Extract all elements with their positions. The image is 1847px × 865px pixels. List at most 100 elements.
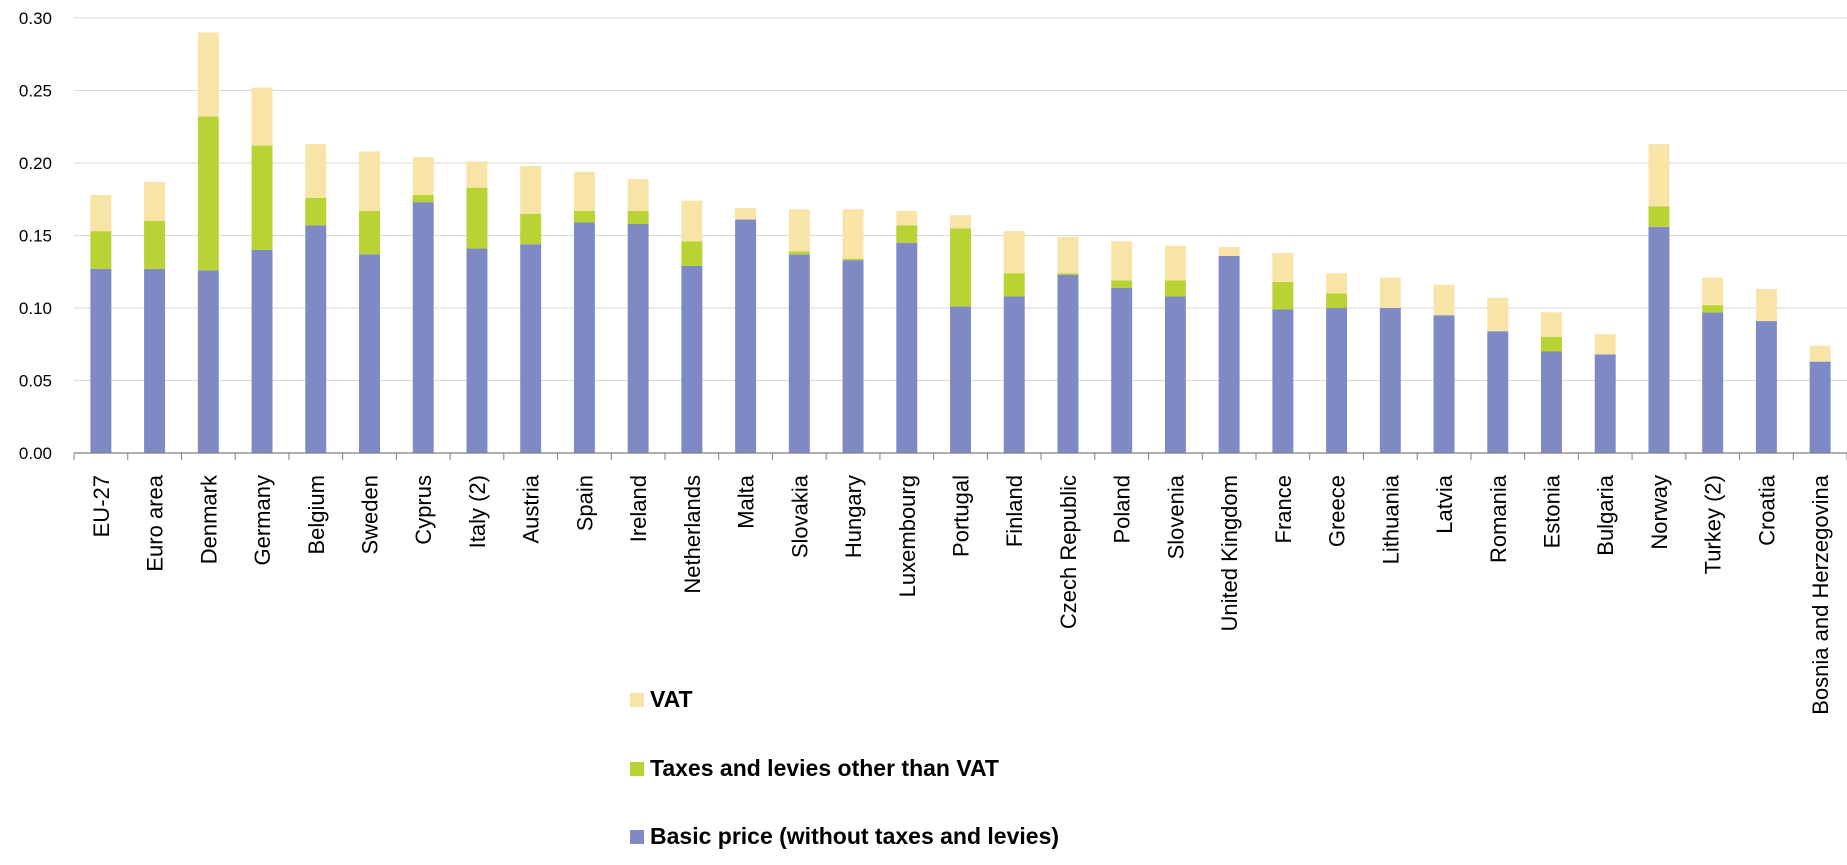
bar-taxes-and-levies-other-than-vat: [1003, 273, 1025, 297]
bar-taxes-and-levies-other-than-vat: [305, 197, 327, 226]
bar-basic-price-without-taxes-and-levies: [520, 244, 542, 453]
bar-taxes-and-levies-other-than-vat: [1648, 206, 1670, 227]
bar-basic-price-without-taxes-and-levies: [1648, 226, 1670, 453]
bar-basic-price-without-taxes-and-levies: [842, 260, 864, 453]
legend-swatch-other-taxes: [630, 761, 644, 776]
x-category-label: Denmark: [196, 474, 221, 564]
bar-basic-price-without-taxes-and-levies: [1164, 296, 1186, 453]
bar-vat: [466, 161, 488, 188]
bar-basic-price-without-taxes-and-levies: [896, 242, 918, 453]
bar-taxes-and-levies-other-than-vat: [1057, 273, 1079, 275]
x-category-label: Lithuania: [1378, 474, 1403, 564]
bar-basic-price-without-taxes-and-levies: [1326, 308, 1348, 453]
bar-basic-price-without-taxes-and-levies: [788, 254, 810, 453]
bar-taxes-and-levies-other-than-vat: [681, 241, 703, 266]
bar-vat: [1755, 289, 1777, 322]
bar-taxes-and-levies-other-than-vat: [144, 221, 166, 269]
bar-basic-price-without-taxes-and-levies: [735, 219, 757, 453]
x-category-label: Greece: [1325, 475, 1350, 547]
bar-vat: [412, 157, 434, 195]
y-tick-label: 0.05: [19, 372, 52, 391]
x-category-label: Spain: [572, 475, 597, 531]
x-category-label: Netherlands: [680, 475, 705, 594]
x-category-label: France: [1271, 475, 1296, 543]
y-tick-label: 0.15: [19, 227, 52, 246]
x-category-label: Luxembourg: [895, 475, 920, 597]
bar-basic-price-without-taxes-and-levies: [1541, 351, 1562, 453]
bar-vat: [90, 194, 112, 232]
x-category-label: United Kingdom: [1217, 475, 1242, 632]
y-tick-label: 0.20: [19, 154, 52, 173]
bar-vat: [950, 215, 971, 229]
y-tick-label: 0.30: [19, 9, 52, 28]
legend-swatch-basic-price: [630, 829, 644, 844]
y-tick-label: 0.00: [19, 444, 52, 463]
bar-basic-price-without-taxes-and-levies: [1003, 296, 1025, 453]
bar-vat: [1218, 247, 1240, 256]
bar-basic-price-without-taxes-and-levies: [1433, 315, 1455, 453]
legend-label-vat: VAT: [650, 686, 693, 712]
bar-taxes-and-levies-other-than-vat: [950, 228, 971, 307]
bar-vat: [627, 178, 649, 211]
x-category-label: EU-27: [89, 475, 114, 537]
x-category-label: Portugal: [949, 475, 974, 557]
bar-taxes-and-levies-other-than-vat: [1541, 337, 1562, 352]
bar-taxes-and-levies-other-than-vat: [1272, 281, 1294, 310]
bar-vat: [1003, 231, 1025, 274]
legend-label-basic-price: Basic price (without taxes and levies): [650, 823, 1060, 849]
bar-vat: [1111, 241, 1133, 281]
x-category-label: Poland: [1110, 475, 1135, 544]
bar-vat: [788, 209, 810, 252]
bar-vat: [520, 165, 542, 214]
bar-vat: [573, 171, 595, 211]
bar-taxes-and-levies-other-than-vat: [359, 210, 380, 255]
bar-vat: [1272, 252, 1294, 282]
x-category-label: Norway: [1647, 475, 1672, 550]
legend-item-other-taxes: Taxes and levies other than VAT: [630, 755, 999, 782]
bar-vat: [1326, 273, 1348, 294]
x-category-label: Bosnia and Herzegovina: [1808, 474, 1833, 714]
x-category-label: Finland: [1002, 475, 1027, 547]
bar-taxes-and-levies-other-than-vat: [1326, 293, 1348, 308]
bar-taxes-and-levies-other-than-vat: [842, 258, 864, 261]
bar-taxes-and-levies-other-than-vat: [627, 210, 649, 224]
y-tick-label: 0.25: [19, 82, 52, 101]
bar-vat: [1057, 236, 1079, 274]
bar-basic-price-without-taxes-and-levies: [1755, 321, 1777, 453]
bar-taxes-and-levies-other-than-vat: [466, 187, 488, 249]
bar-basic-price-without-taxes-and-levies: [90, 268, 112, 453]
bar-basic-price-without-taxes-and-levies: [1111, 287, 1133, 453]
legend-item-basic-price: Basic price (without taxes and levies): [630, 823, 1059, 850]
bar-vat: [1648, 144, 1670, 207]
bar-taxes-and-levies-other-than-vat: [788, 251, 810, 255]
bar-basic-price-without-taxes-and-levies: [359, 254, 380, 453]
x-category-label: Germany: [250, 475, 275, 565]
bar-basic-price-without-taxes-and-levies: [950, 306, 971, 453]
bar-vat: [1702, 277, 1724, 306]
x-category-label: Czech Republic: [1056, 475, 1081, 629]
bar-taxes-and-levies-other-than-vat: [90, 231, 112, 269]
legend-label-other-taxes: Taxes and levies other than VAT: [650, 755, 999, 781]
bar-vat: [1433, 284, 1455, 316]
bar-basic-price-without-taxes-and-levies: [1809, 361, 1831, 453]
bar-vat: [681, 200, 703, 242]
bar-basic-price-without-taxes-and-levies: [1379, 308, 1401, 453]
bar-taxes-and-levies-other-than-vat: [197, 116, 219, 271]
bar-taxes-and-levies-other-than-vat: [1111, 280, 1133, 288]
x-category-label: Austria: [519, 474, 544, 543]
bar-basic-price-without-taxes-and-levies: [1218, 255, 1240, 453]
bar-basic-price-without-taxes-and-levies: [412, 202, 434, 453]
bar-vat: [1541, 312, 1562, 337]
x-category-label: Euro area: [143, 474, 168, 571]
bar-vat: [251, 87, 273, 146]
bar-taxes-and-levies-other-than-vat: [520, 213, 542, 245]
x-category-label: Turkey (2): [1701, 475, 1726, 574]
bar-vat: [1487, 297, 1509, 332]
bar-vat: [144, 181, 166, 221]
bar-taxes-and-levies-other-than-vat: [896, 225, 918, 243]
bar-basic-price-without-taxes-and-levies: [144, 268, 166, 453]
bar-vat: [1594, 334, 1616, 355]
legend-swatch-vat: [630, 692, 644, 707]
bar-vat: [842, 209, 864, 259]
